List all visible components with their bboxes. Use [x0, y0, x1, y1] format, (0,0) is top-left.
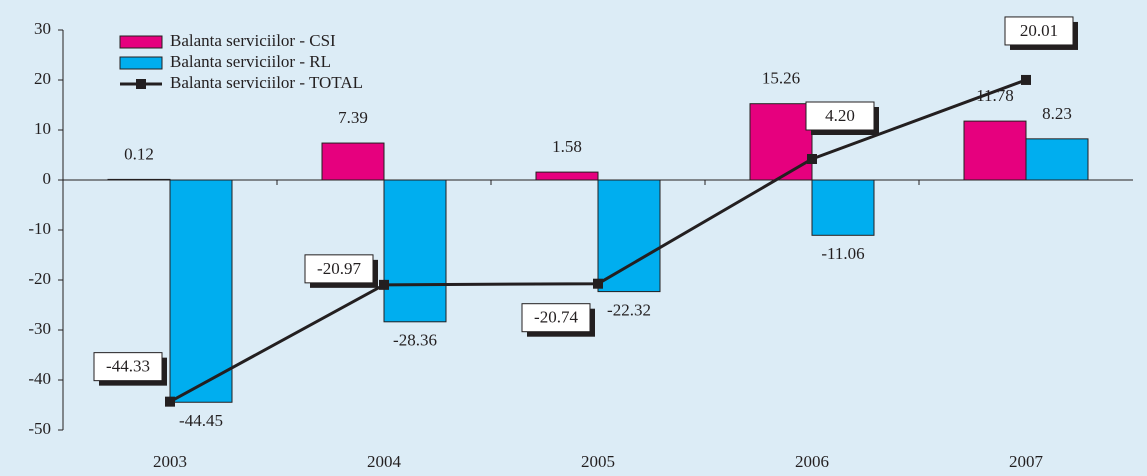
- line-marker: [807, 154, 817, 164]
- line-marker: [165, 396, 175, 407]
- bar: [383, 179, 447, 323]
- bar: [169, 179, 233, 403]
- bar: [597, 179, 661, 293]
- legend-label: Balanta serviciilor - RL: [170, 52, 331, 71]
- bar: [107, 178, 171, 181]
- data-label: 8.23: [1042, 104, 1072, 123]
- data-label: 4.20: [825, 106, 855, 125]
- y-tick-label: -50: [28, 419, 51, 438]
- data-label: -44.45: [179, 411, 223, 430]
- x-tick-label: 2007: [1009, 452, 1044, 471]
- x-tick-label: 2006: [795, 452, 829, 471]
- legend-label: Balanta serviciilor - CSI: [170, 31, 336, 50]
- y-tick-label: 20: [34, 69, 51, 88]
- data-label: -20.97: [317, 259, 361, 278]
- label-box: [521, 303, 591, 333]
- data-label: -22.32: [607, 301, 651, 320]
- label-box: [304, 254, 374, 284]
- bar: [963, 120, 1027, 181]
- legend-label: Balanta serviciilor - TOTAL: [170, 73, 363, 92]
- label-box: [1004, 16, 1074, 46]
- y-tick-label: 0: [43, 169, 52, 188]
- y-tick-label: 30: [34, 19, 51, 38]
- bar: [321, 142, 385, 181]
- label-box: [805, 101, 875, 131]
- y-tick-label: -40: [28, 369, 51, 388]
- bar: [1025, 138, 1089, 181]
- y-tick-label: -20: [28, 269, 51, 288]
- legend-marker: [136, 79, 146, 89]
- bar: [749, 103, 813, 181]
- data-label: 15.26: [762, 69, 800, 88]
- x-tick-label: 2004: [367, 452, 402, 471]
- data-label: -44.33: [106, 357, 150, 376]
- y-tick-label: 10: [34, 119, 51, 138]
- bar: [811, 179, 875, 236]
- data-label: -28.36: [393, 331, 437, 350]
- line-marker: [593, 278, 603, 289]
- x-tick-label: 2003: [153, 452, 187, 471]
- line-marker: [379, 279, 389, 290]
- data-label: 0.12: [124, 144, 154, 163]
- data-label: 1.58: [552, 137, 582, 156]
- data-label: 7.39: [338, 108, 368, 127]
- label-box: [93, 352, 163, 382]
- x-tick-label: 2005: [581, 452, 615, 471]
- legend-swatch: [119, 35, 163, 49]
- line-marker: [1021, 74, 1031, 85]
- bar: [535, 171, 599, 181]
- data-label: -20.74: [534, 308, 578, 327]
- data-label: -11.06: [821, 244, 864, 263]
- y-tick-label: -10: [28, 219, 51, 238]
- y-tick-label: -30: [28, 319, 51, 338]
- data-label: 11.78: [976, 86, 1014, 105]
- data-label: 20.01: [1020, 21, 1058, 40]
- legend-swatch: [119, 56, 163, 70]
